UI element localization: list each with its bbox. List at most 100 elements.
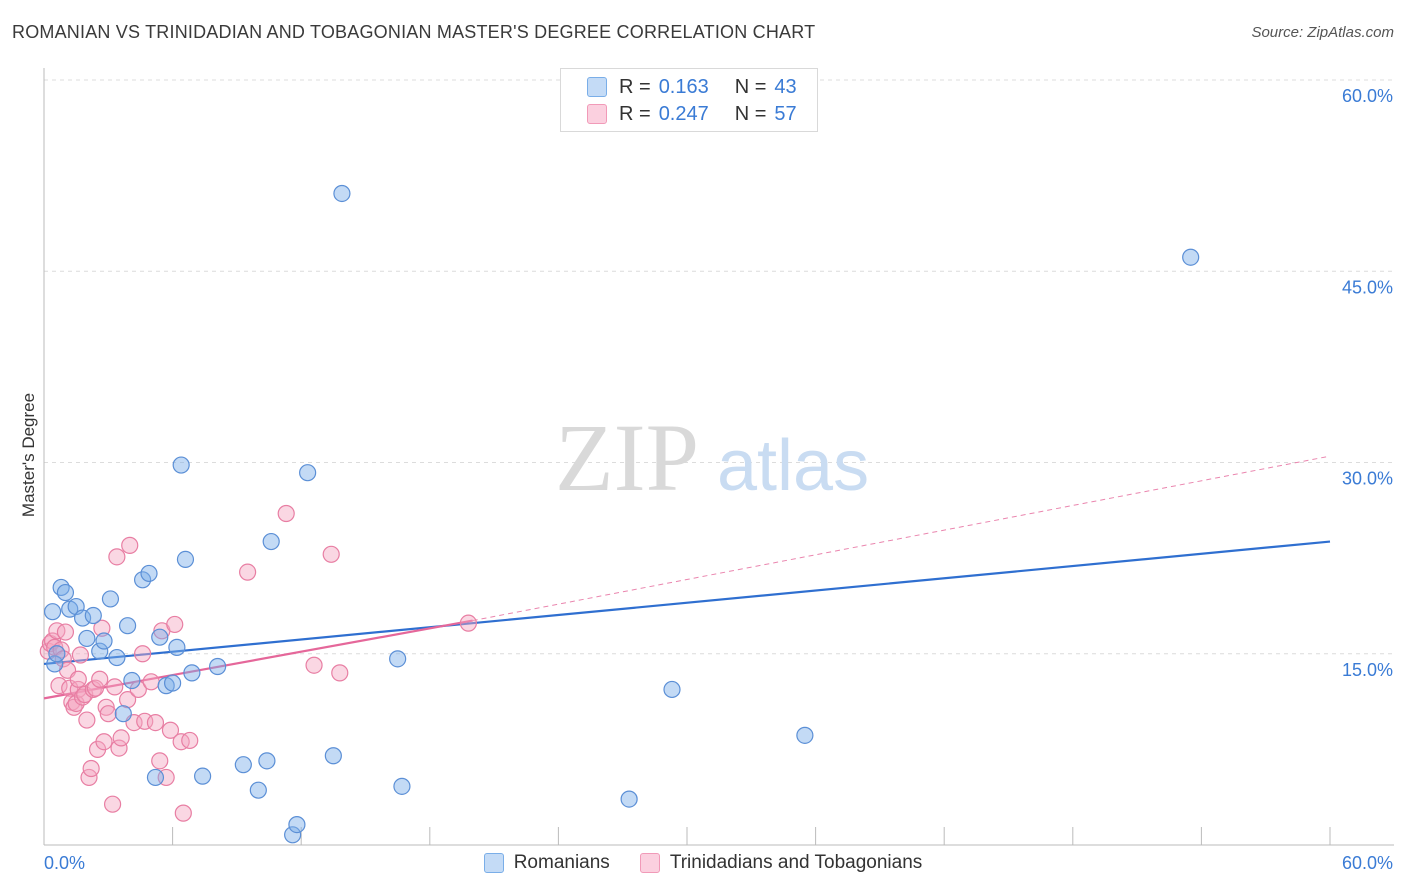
point-trinidadian (172, 733, 190, 751)
point-romanian (56, 583, 75, 602)
n-label: N = (734, 102, 767, 125)
point-trinidadian (56, 623, 75, 641)
legend-row-romanians: R = 0.163 N = 43 (587, 75, 797, 99)
point-trinidadian (106, 678, 124, 696)
y-tick-label: 15.0% (1342, 660, 1393, 680)
point-romanian (84, 606, 102, 625)
point-romanian (146, 768, 165, 787)
point-trinidadian (103, 795, 122, 813)
y-tick-label: 45.0% (1342, 277, 1393, 297)
point-trinidadian (67, 694, 85, 713)
x-tick-label: 60.0% (1342, 853, 1393, 873)
n-label: N = (734, 75, 767, 98)
point-romanian (151, 628, 169, 646)
point-trinidadian (71, 646, 90, 664)
point-romanian (299, 464, 317, 482)
point-trinidadian (76, 685, 94, 704)
point-romanian (288, 815, 306, 834)
legend-swatch-trinidadians (639, 853, 660, 873)
axes (43, 68, 1394, 846)
legend-swatch-romanians (587, 77, 607, 97)
series-legend: Romanians Trinidadians and Tobagonians (0, 852, 1406, 874)
point-romanian (1182, 248, 1200, 266)
point-romanian (176, 550, 195, 569)
point-romanian (663, 680, 681, 699)
point-romanian (101, 590, 120, 608)
trend-line-romanians (43, 540, 1331, 666)
legend-swatch-trinidadians (587, 104, 607, 124)
point-romanian (620, 790, 638, 808)
point-romanian (91, 642, 109, 660)
legend-label-trinidadians: Trinidadians and Tobagonians (669, 852, 923, 873)
point-romanian (796, 726, 814, 744)
legend-label-romanians: Romanians (513, 852, 610, 873)
watermark: ZIP atlas (555, 404, 869, 511)
point-trinidadian (118, 691, 137, 709)
correlation-legend: R = 0.163 N = 43 R = 0.247 N = 57 (560, 68, 818, 132)
point-trinidadian (174, 804, 192, 822)
point-trinidadian (459, 614, 477, 632)
point-romanian (389, 650, 407, 668)
point-trinidadian (146, 713, 165, 732)
point-trinidadian (277, 504, 295, 523)
watermark-atlas: atlas (717, 426, 869, 506)
point-trinidadian (82, 759, 100, 778)
r-value: 0.163 (658, 75, 709, 98)
point-trinidadian (151, 752, 169, 770)
point-romanian (108, 648, 126, 667)
legend-item-trinidadians[interactable]: Trinidadians and Tobagonians (639, 852, 923, 874)
point-trinidadian (322, 545, 340, 563)
point-romanian (118, 617, 137, 635)
point-trinidadian (110, 739, 128, 757)
source-label: Source: ZipAtlas.com (1251, 24, 1394, 41)
point-romanian (114, 705, 132, 723)
point-trinidadian (142, 673, 160, 691)
legend-item-romanians[interactable]: Romanians (483, 852, 610, 874)
point-romanian (46, 655, 64, 673)
point-trinidadian (95, 733, 113, 751)
point-romanian (78, 629, 96, 648)
point-trinidadian (48, 622, 66, 640)
point-trinidadian (133, 645, 152, 663)
point-trinidadian (50, 677, 68, 695)
point-romanian (234, 756, 252, 774)
trend-lines (43, 455, 1331, 700)
legend-row-trinidadians: R = 0.247 N = 57 (587, 102, 797, 126)
point-romanian (333, 184, 351, 203)
point-romanian (172, 456, 190, 474)
point-romanian (258, 752, 276, 770)
point-trinidadian (331, 664, 349, 682)
point-romanian (123, 671, 141, 690)
n-value: 57 (774, 102, 797, 125)
point-trinidadian (61, 679, 79, 697)
y-axis-label: Master's Degree (19, 393, 38, 517)
y-tick-label: 60.0% (1342, 86, 1393, 106)
point-trinidadian (129, 680, 147, 699)
point-romanian (164, 674, 182, 692)
r-label: R = (619, 75, 651, 98)
point-romanian (48, 645, 66, 663)
point-romanian (73, 609, 92, 627)
trend-line-trinidadians (43, 619, 473, 700)
point-trinidadian (78, 711, 96, 729)
watermark-zip: ZIP (555, 404, 699, 511)
point-trinidadian (121, 536, 139, 554)
point-romanian (43, 603, 62, 621)
point-romanian (284, 826, 302, 844)
point-romanian (209, 657, 227, 676)
point-romanian (249, 781, 267, 799)
point-trinidadian (43, 632, 62, 650)
point-trinidadian (86, 679, 105, 697)
y-tick-label: 30.0% (1342, 469, 1393, 489)
point-trinidadian (161, 721, 180, 739)
point-romanian (194, 767, 212, 785)
point-romanian (262, 532, 280, 551)
trend-line-dashed (472, 455, 1331, 622)
point-trinidadian (108, 548, 126, 566)
chart-title: ROMANIAN VS TRINIDADIAN AND TOBAGONIAN M… (12, 22, 816, 42)
point-trinidadian (112, 729, 130, 747)
legend-swatch-romanians (483, 853, 504, 873)
r-label: R = (619, 102, 651, 125)
point-romanian (133, 571, 152, 589)
point-trinidadian (99, 705, 117, 723)
